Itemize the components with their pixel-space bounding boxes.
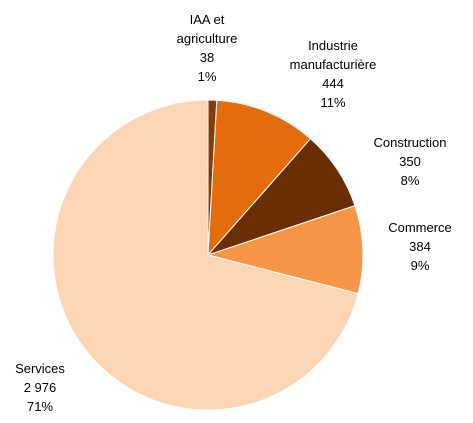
value-label: 444	[322, 76, 344, 91]
pie-slice	[207, 99, 312, 257]
percent-label: 71%	[26, 399, 54, 414]
slice-label: Commerce 384 9%	[370, 218, 470, 275]
pie-slice	[52, 99, 359, 411]
pie-slice	[206, 205, 364, 295]
slice-label: IAA et agriculture 38 1%	[162, 10, 252, 86]
value-label: 38	[199, 50, 215, 65]
slice-label: Industrie manufacturière 444 11%	[278, 36, 388, 112]
value-label: 2 976	[23, 380, 57, 395]
percent-label: 11%	[320, 95, 346, 110]
slice-label: Construction 350 8%	[350, 133, 470, 190]
value-label: 350	[399, 154, 421, 169]
percent-label: 9%	[410, 258, 430, 273]
percent-label: 8%	[400, 173, 420, 188]
percent-label: 1%	[197, 69, 217, 84]
value-label: 384	[409, 239, 431, 254]
category-label: IAA et agriculture	[176, 12, 238, 46]
category-label: Services	[15, 361, 65, 376]
category-label: Construction	[373, 135, 447, 150]
category-label: Industrie manufacturière	[289, 38, 377, 72]
category-label: Commerce	[388, 220, 452, 235]
slice-label: Services 2 976 71%	[0, 359, 80, 416]
